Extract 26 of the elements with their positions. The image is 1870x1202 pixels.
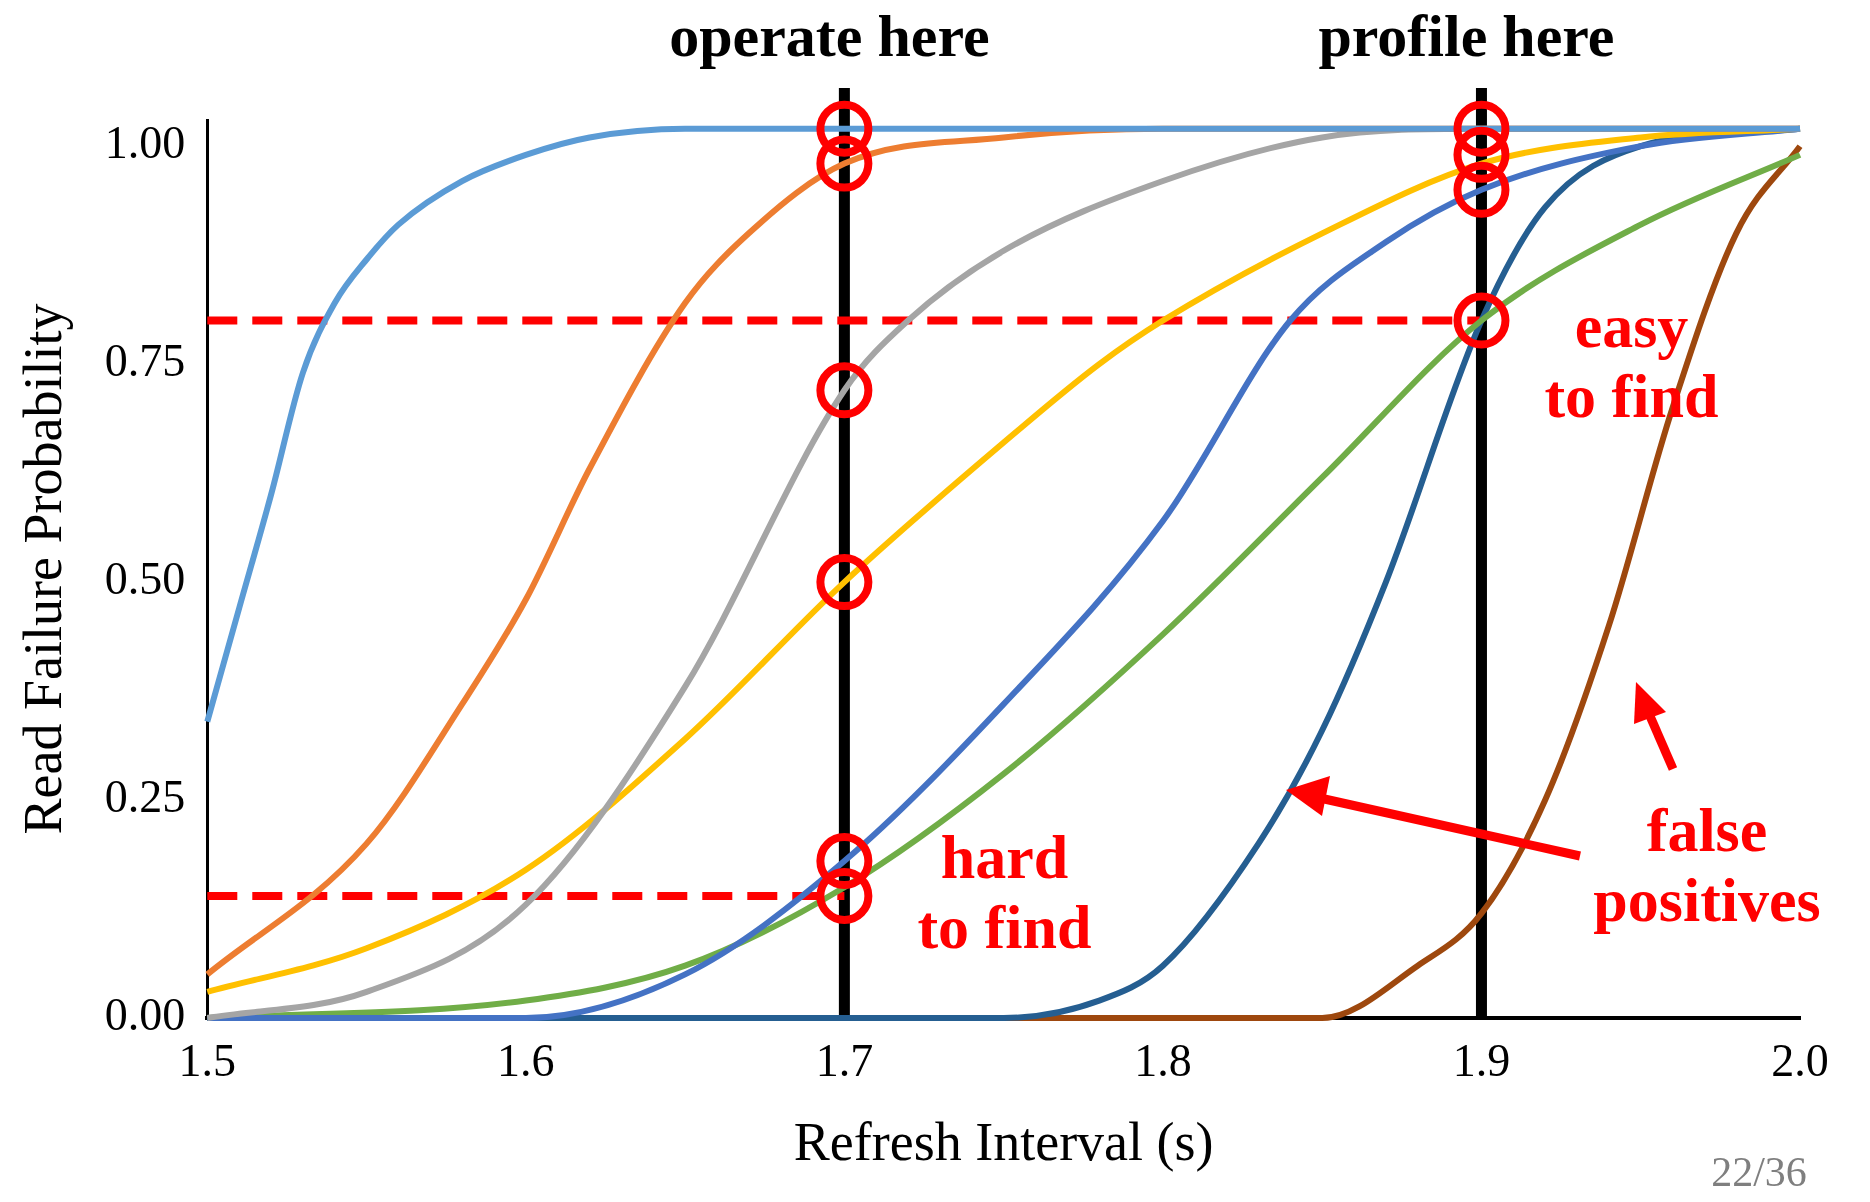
- y-tick-label: 0.50: [104, 553, 186, 605]
- ref-line-label: operate here: [669, 2, 990, 69]
- ref-line-label: profile here: [1318, 2, 1615, 69]
- point: [816, 867, 873, 924]
- y-tick-label: 0.75: [104, 335, 186, 387]
- point: [816, 100, 873, 157]
- x-tick-label: 1.6: [497, 1034, 555, 1086]
- point: [1453, 126, 1510, 183]
- x-tick-label: 1.7: [815, 1034, 874, 1086]
- point: [816, 554, 873, 611]
- x-axis-title: Refresh Interval (s): [793, 1111, 1214, 1172]
- annotation: hard to find: [917, 822, 1092, 961]
- point: [816, 135, 873, 192]
- point: [1453, 100, 1510, 157]
- x-tick-label: 2.0: [1771, 1034, 1829, 1086]
- y-tick-label: 1.00: [104, 117, 186, 169]
- text: 22/36: [1711, 1149, 1807, 1196]
- y-tick-label: 0.25: [104, 771, 186, 823]
- x-tick-label: 1.8: [1134, 1034, 1192, 1086]
- point: [1453, 161, 1510, 218]
- annotation: false positives: [1593, 796, 1821, 935]
- point: [816, 833, 873, 890]
- point: [816, 362, 873, 419]
- point: [1453, 292, 1510, 349]
- y-axis-title: Read Failure Probability: [12, 303, 73, 835]
- x-tick-label: 1.9: [1452, 1034, 1511, 1086]
